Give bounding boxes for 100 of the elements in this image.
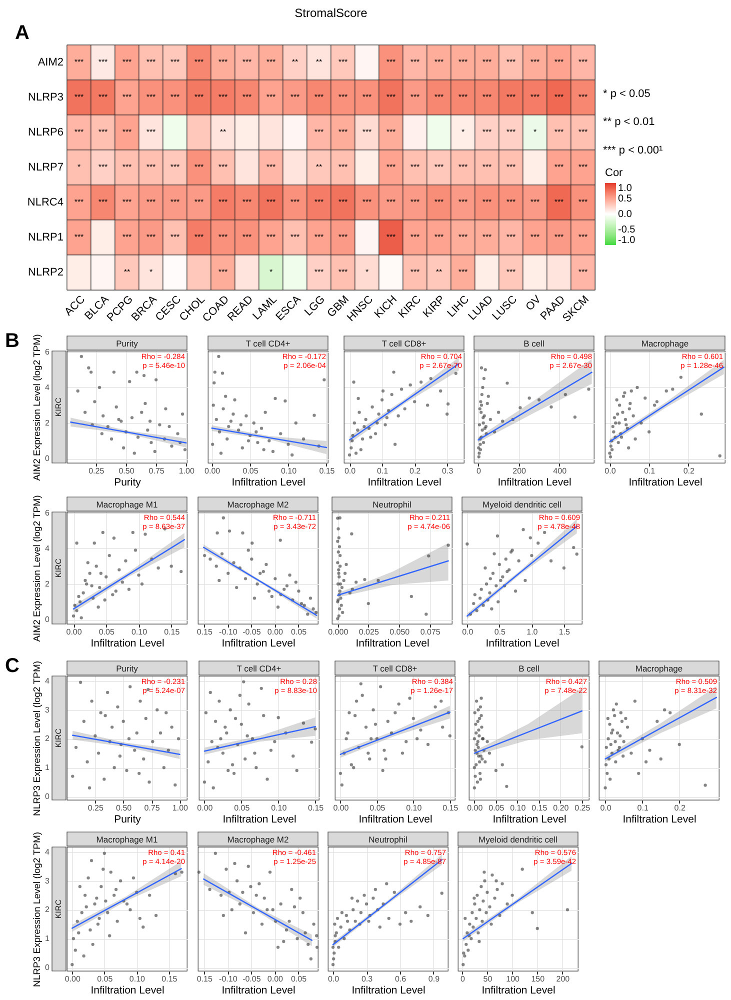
x-axis-title: Infiltration Level bbox=[232, 476, 306, 488]
y-axis-title: AIM2 Expression Level (log2 TPM) bbox=[32, 495, 44, 642]
x-tick-label: 0.075 bbox=[420, 628, 441, 636]
x-axis-title: Infiltration Level bbox=[358, 814, 432, 826]
x-tick-label: 0.6 bbox=[394, 974, 407, 984]
color-bar-label: 0.0 bbox=[618, 209, 632, 220]
data-label: *** bbox=[266, 58, 276, 66]
data-label: *** bbox=[122, 128, 132, 136]
color-bar-label: 0.5 bbox=[618, 194, 632, 204]
chart-title: Macrophage M1 bbox=[96, 834, 158, 844]
data-label: *** bbox=[338, 162, 348, 172]
data-label: *** bbox=[146, 198, 156, 206]
x-tick-label: 0.05 bbox=[488, 804, 505, 812]
y-axis-title: NLRP3 Expression Level (log2 TPM) bbox=[32, 832, 44, 988]
data-label: *** bbox=[434, 232, 444, 242]
data-label: *** bbox=[434, 198, 444, 206]
data-label: ** bbox=[292, 58, 298, 66]
chart-title: StromalScore bbox=[294, 6, 368, 20]
x-tick-label: 0.000 bbox=[328, 628, 349, 636]
data-label: *** bbox=[434, 58, 444, 66]
data-label: *** bbox=[74, 232, 84, 242]
data-label: *** bbox=[98, 58, 108, 66]
x-axis-title: Infiltration Level bbox=[498, 476, 572, 488]
x-tick-label: 1.0 bbox=[526, 628, 538, 636]
data-label: *** bbox=[434, 162, 444, 172]
x-axis-title: Infiltration Level bbox=[486, 638, 560, 650]
data-label: *** bbox=[554, 58, 564, 66]
y-tick-label: AIM2 bbox=[38, 56, 64, 68]
x-tick-label: 0.25 bbox=[574, 804, 591, 812]
chart-title: Myeloid dendritic cell bbox=[482, 500, 562, 510]
data-label: *** bbox=[194, 198, 204, 206]
y-tick-label: 0 bbox=[45, 454, 50, 464]
data-label: *** bbox=[554, 198, 564, 206]
data-label: *** bbox=[554, 128, 564, 136]
data-label: *** bbox=[170, 58, 180, 66]
color-bar-label: 1.0 bbox=[618, 183, 632, 194]
x-tick-label: 0.05 bbox=[290, 628, 308, 636]
data-label: *** bbox=[506, 232, 516, 242]
chart-title: T cell CD8+ bbox=[372, 664, 418, 674]
data-label: *** bbox=[266, 232, 276, 242]
data-label: *** bbox=[578, 128, 588, 136]
y-tick-label: NLRP7 bbox=[28, 162, 64, 174]
chart-title: T cell CD8+ bbox=[382, 338, 426, 348]
data-label: *** bbox=[218, 232, 228, 242]
color-bar-title: Cor bbox=[605, 167, 624, 179]
data-label: *** bbox=[506, 92, 516, 102]
y-tick-label: 0 bbox=[45, 615, 50, 624]
chart-title: Myeloid dendritic cell bbox=[478, 834, 558, 844]
x-tick-label: 0.05 bbox=[370, 804, 386, 812]
data-label: *** bbox=[242, 198, 252, 206]
y-tick-label: 0 bbox=[45, 792, 50, 802]
x-tick-label: 0.00 bbox=[333, 804, 350, 812]
x-tick-label: 0.10 bbox=[129, 974, 146, 984]
x-tick-label: 0.00 bbox=[467, 804, 484, 812]
y-tick-label: NLRP1 bbox=[28, 232, 64, 244]
chart-title: Purity bbox=[116, 338, 139, 348]
data-label: *** bbox=[362, 92, 372, 102]
x-axis-title: Infiltration Level bbox=[90, 984, 164, 996]
data-label: *** bbox=[362, 128, 372, 136]
data-label: *** bbox=[338, 58, 348, 66]
data-label: *** bbox=[506, 58, 516, 66]
x-tick-label: 0.0 bbox=[604, 466, 616, 476]
x-tick-label: 0.00 bbox=[267, 628, 284, 636]
data-label: *** bbox=[266, 198, 276, 206]
x-tick-label: 0.50 bbox=[116, 804, 132, 812]
text: A bbox=[15, 22, 30, 44]
data-label: *** bbox=[122, 232, 132, 242]
x-axis-title: Infiltration Level bbox=[352, 984, 426, 996]
data-label: * bbox=[77, 162, 81, 172]
y-tick-label: 2 bbox=[45, 418, 50, 428]
data-label: ** bbox=[220, 128, 226, 136]
data-label: *** bbox=[386, 128, 396, 136]
data-label: *** bbox=[386, 198, 396, 206]
data-label: *** bbox=[530, 92, 540, 102]
data-label: *** bbox=[290, 232, 300, 242]
y-tick-label: 2 bbox=[45, 580, 50, 588]
data-label: *** bbox=[74, 198, 84, 206]
data-label: *** bbox=[314, 232, 324, 242]
chart-title: Macrophage bbox=[641, 338, 689, 348]
data-label: *** bbox=[362, 198, 372, 206]
data-label: *** bbox=[482, 58, 492, 66]
text: KIRC bbox=[54, 558, 63, 578]
x-tick-label: 0.15 bbox=[162, 974, 178, 984]
x-tick-label: -0.05 bbox=[242, 974, 262, 984]
data-label: *** bbox=[242, 58, 252, 66]
data-label: *** bbox=[314, 198, 324, 206]
data-label: *** bbox=[122, 198, 132, 206]
y-tick-label: 3 bbox=[45, 705, 50, 714]
data-label: *** bbox=[122, 162, 132, 172]
data-label: *** bbox=[194, 92, 204, 102]
y-axis-title: AIM2 Expression Level (log2 TPM) bbox=[32, 334, 44, 481]
data-label: *** bbox=[338, 92, 348, 102]
y-tick-label: 4 bbox=[45, 676, 50, 686]
data-label: *** bbox=[410, 58, 420, 66]
data-label: *** bbox=[386, 58, 396, 66]
data-label: *** bbox=[530, 58, 540, 66]
data-label: *** bbox=[506, 128, 516, 136]
x-axis-title: Infiltration Level bbox=[492, 814, 566, 826]
x-tick-label: 0.25 bbox=[88, 804, 104, 812]
x-tick-label: 400 bbox=[553, 466, 568, 476]
